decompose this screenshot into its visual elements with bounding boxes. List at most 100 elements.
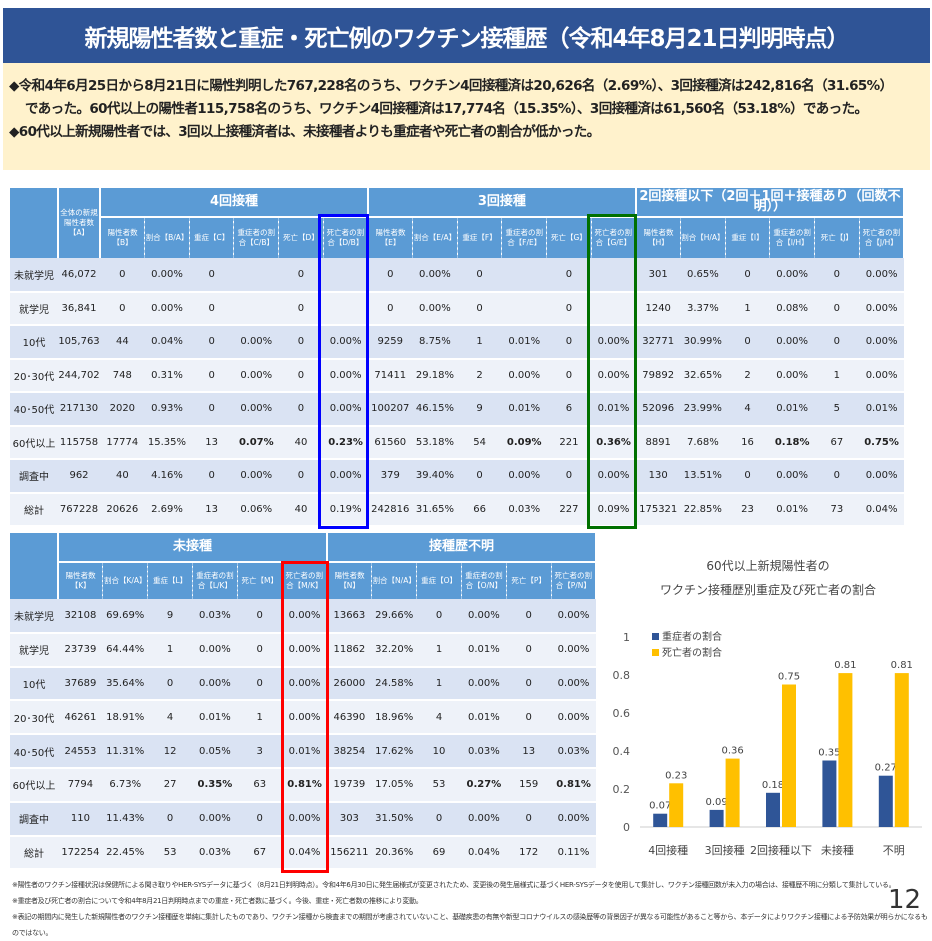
data-cell: 0 bbox=[189, 358, 234, 393]
data-cell: 748 bbox=[100, 358, 145, 393]
column-header: 死亡【D】 bbox=[278, 217, 324, 258]
data-cell: 9 bbox=[457, 392, 502, 427]
data-cell: 159 bbox=[506, 767, 552, 803]
row-label: 10代 bbox=[10, 666, 58, 702]
data-cell: 4 bbox=[147, 700, 193, 736]
data-cell: 0 bbox=[278, 392, 324, 427]
data-cell: 6 bbox=[546, 392, 592, 427]
data-cell: 227 bbox=[546, 492, 592, 527]
data-cell: 1 bbox=[457, 325, 502, 360]
column-header: 重症者の割合【C/B】 bbox=[233, 217, 280, 258]
column-header: 死亡者の割合【D/B】 bbox=[323, 217, 369, 258]
bar-severe bbox=[822, 760, 837, 827]
data-cell: 0.03% bbox=[192, 835, 238, 871]
data-cell: 0 bbox=[100, 291, 145, 326]
data-cell bbox=[591, 258, 636, 293]
data-cell: 71411 bbox=[367, 358, 413, 393]
data-cell: 0.00% bbox=[461, 801, 507, 837]
data-cell: 7794 bbox=[58, 767, 103, 803]
data-cell: 0.00% bbox=[323, 358, 368, 393]
data-cell: 0.00% bbox=[769, 459, 815, 494]
data-cell: 221 bbox=[546, 425, 592, 460]
corner-cell bbox=[10, 188, 59, 258]
total-cell: 217130 bbox=[58, 392, 100, 427]
data-cell: 0.00% bbox=[282, 632, 327, 668]
row-label: 未就学児 bbox=[10, 599, 58, 634]
data-cell: 23.99% bbox=[680, 392, 726, 427]
column-header: 重症【O】 bbox=[416, 562, 462, 599]
column-header: 陽性者数【K】 bbox=[58, 562, 104, 599]
data-cell: 0 bbox=[367, 258, 413, 293]
data-cell: 52096 bbox=[635, 392, 681, 427]
data-cell: 0 bbox=[814, 291, 860, 326]
data-cell: 0 bbox=[725, 258, 770, 293]
data-cell: 29.66% bbox=[371, 599, 417, 634]
table-row: 40･50代 24553 11.31% 12 0.05% 3 0.01% 38254 17.62… bbox=[10, 734, 596, 769]
bar-death bbox=[782, 684, 796, 827]
table-row: 20･30代 46261 18.91% 4 0.01% 1 0.00% 46390 18.96%… bbox=[10, 700, 596, 736]
data-cell: 0.00% bbox=[769, 325, 815, 360]
data-cell: 6.73% bbox=[102, 767, 148, 803]
data-cell: 0.04% bbox=[144, 325, 190, 360]
data-cell: 37689 bbox=[58, 666, 103, 702]
data-label: 0.36 bbox=[721, 746, 743, 757]
bar-death bbox=[669, 783, 684, 827]
data-cell: 12 bbox=[147, 734, 193, 769]
data-cell: 54 bbox=[457, 425, 502, 460]
data-cell: 0.05% bbox=[192, 734, 238, 769]
data-cell: 0.00% bbox=[501, 358, 547, 393]
header-row: 未接種 接種歴不明 bbox=[10, 533, 598, 599]
summary-line: ◆令和4年6月25日から8月21日に陽性判明した767,228名のうち、ワクチン… bbox=[9, 78, 893, 94]
data-cell: 53 bbox=[147, 835, 193, 871]
row-label: 総計 bbox=[10, 835, 58, 871]
data-cell: 0 bbox=[546, 325, 592, 360]
data-cell: 0 bbox=[416, 801, 462, 837]
column-header: 死亡【P】 bbox=[506, 562, 552, 599]
group-header: 接種歴不明 bbox=[326, 533, 598, 563]
data-cell: 29.18% bbox=[412, 358, 458, 393]
data-cell: 46390 bbox=[326, 700, 372, 736]
column-header: 重症者の割合【L/K】 bbox=[192, 562, 238, 599]
data-cell: 156211 bbox=[326, 835, 372, 871]
data-cell: 0.01% bbox=[591, 392, 636, 427]
data-cell: 0 bbox=[814, 325, 860, 360]
data-cell: 1 bbox=[147, 632, 193, 668]
data-cell: 0.01% bbox=[769, 492, 815, 527]
data-cell: 53 bbox=[416, 767, 462, 803]
data-cell: 0.19% bbox=[323, 492, 368, 527]
data-cell: 0.01% bbox=[461, 632, 507, 668]
data-cell: 0 bbox=[725, 325, 770, 360]
data-cell: 9259 bbox=[367, 325, 413, 360]
data-cell: 79892 bbox=[635, 358, 681, 393]
data-cell: 0.35% bbox=[192, 767, 238, 803]
data-cell: 64.44% bbox=[102, 632, 148, 668]
table-row: 40･50代 217130 2020 0.93% 0 0.00% 0 0.00% 100207 4… bbox=[10, 392, 904, 427]
data-cell: 0 bbox=[237, 666, 283, 702]
data-cell: 0.00% bbox=[551, 801, 596, 837]
data-cell: 0.65% bbox=[680, 258, 726, 293]
data-cell: 0.00% bbox=[192, 801, 238, 837]
table-row: 調査中 962 40 4.16% 0 0.00% 0 0.00% 379 39.40% 0 0.00%… bbox=[10, 459, 904, 494]
data-cell: 0 bbox=[147, 801, 193, 837]
data-cell: 0 bbox=[725, 459, 770, 494]
data-cell: 0.00% bbox=[551, 666, 596, 702]
data-cell: 3.37% bbox=[680, 291, 726, 326]
data-cell: 0.00% bbox=[233, 392, 279, 427]
data-cell: 0 bbox=[546, 291, 592, 326]
data-cell: 27 bbox=[147, 767, 193, 803]
data-cell: 1 bbox=[416, 632, 462, 668]
row-label: 就学児 bbox=[10, 632, 58, 668]
column-header: 死亡者の割合【J/H】 bbox=[859, 217, 905, 258]
data-cell: 0.81% bbox=[282, 767, 327, 803]
corner-cell bbox=[10, 533, 59, 599]
column-header: 重症【L】 bbox=[147, 562, 193, 599]
group-header: 4回接種 bbox=[100, 188, 369, 218]
data-cell: 23 bbox=[725, 492, 770, 527]
row-label: 60代以上 bbox=[10, 425, 58, 460]
data-cell: 32.20% bbox=[371, 632, 417, 668]
data-cell: 0.75% bbox=[859, 425, 904, 460]
data-cell: 73 bbox=[814, 492, 860, 527]
y-tick-label: 0.6 bbox=[613, 707, 631, 720]
total-cell: 105,763 bbox=[58, 325, 100, 360]
x-tick-label: 3回接種 bbox=[705, 843, 745, 857]
